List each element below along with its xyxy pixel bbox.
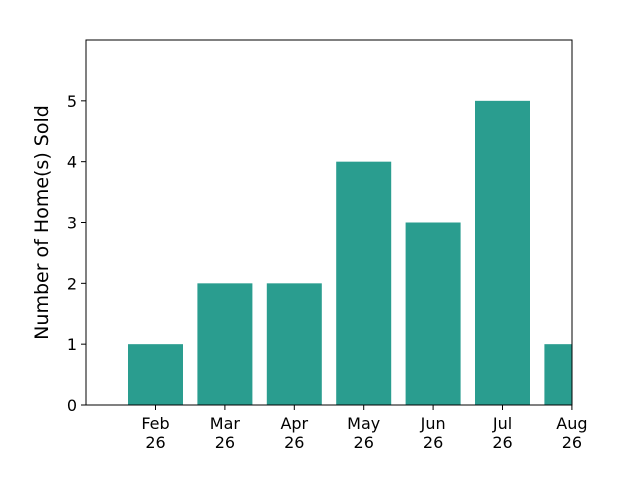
y-tick-label: 0	[67, 396, 77, 415]
bar-jul	[475, 100, 530, 405]
y-tick-label: 1	[67, 335, 77, 354]
bar-may	[336, 161, 392, 405]
x-tick-label: Feb 26	[141, 414, 169, 452]
y-tick-label: 2	[67, 274, 77, 293]
y-tick-label: 4	[67, 153, 77, 172]
y-tick-label: 3	[67, 214, 77, 233]
y-axis-label: Number of Home(s) Sold	[31, 105, 53, 340]
x-tick-label: May 26	[347, 414, 380, 452]
bar-jun	[405, 222, 461, 405]
x-tick-label: Aug 26	[556, 414, 587, 452]
bar-aug	[544, 344, 572, 405]
bars-group	[128, 100, 572, 405]
x-tick-label: Jun 26	[420, 414, 446, 452]
x-tick-label: Apr 26	[280, 414, 308, 452]
bar-apr	[266, 283, 322, 405]
plot-frame	[85, 39, 573, 406]
x-tick-label: Jul 26	[492, 414, 513, 452]
y-axis-ticks: 0 1 2 3 4 5	[67, 92, 86, 415]
bar-mar	[197, 283, 253, 405]
bar-feb	[128, 344, 183, 405]
x-tick-label: Mar 26	[210, 414, 241, 452]
y-tick-label: 5	[67, 92, 77, 111]
x-axis-ticks: Feb 26 Mar 26 Apr 26 May 26 Jun 26 Jul 26 Aug 26	[141, 405, 588, 452]
